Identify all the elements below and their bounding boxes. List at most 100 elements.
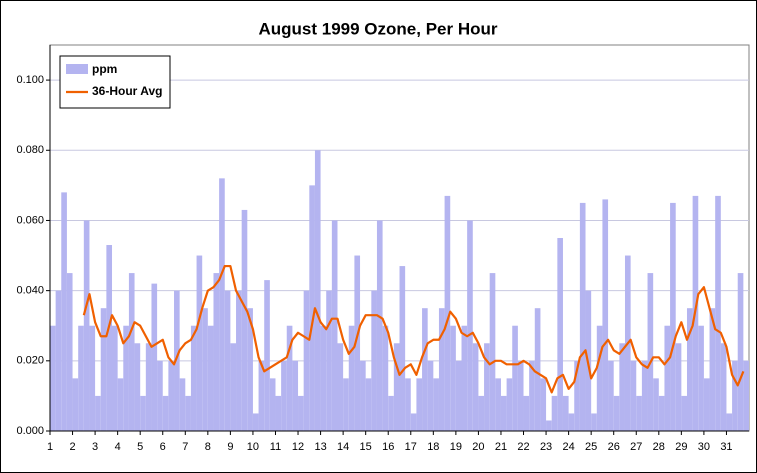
bar [286,325,293,431]
bar [298,395,304,431]
bar [591,413,597,431]
bar [224,290,231,431]
bar [151,283,158,431]
bar [275,395,282,431]
bar [89,325,96,431]
x-tick-label: 20 [472,441,484,453]
x-tick-label: 26 [608,441,620,453]
x-tick-label: 10 [247,441,259,453]
bar [410,413,417,431]
bar [433,378,439,431]
bar [399,266,406,431]
bar [343,378,349,431]
bar [331,220,338,431]
x-tick-label: 3 [92,441,98,453]
bar [630,360,637,431]
bar [292,360,299,431]
x-tick-label: 27 [630,441,642,453]
bar [534,308,541,431]
bar [241,209,248,431]
bar [202,308,208,431]
x-tick-label: 30 [698,441,710,453]
bar [123,325,129,431]
bar [360,360,366,431]
bar [686,308,693,431]
bar [715,195,721,431]
y-tick-label: 0.060 [16,214,44,226]
bar [574,360,580,431]
x-tick-label: 15 [360,441,372,453]
bar [709,308,716,431]
bar [557,238,563,431]
bar [258,360,265,431]
bar [551,395,558,431]
bar [438,308,445,431]
x-tick-label: 7 [182,441,188,453]
bar [540,378,547,431]
bar [596,325,603,431]
x-tick-label: 14 [337,441,349,453]
x-tick-label: 6 [160,441,166,453]
bar [658,395,665,431]
bar [495,378,501,431]
bar [365,378,372,431]
bar [670,202,676,431]
bar [140,395,146,431]
bar [230,343,237,431]
x-tick-label: 29 [675,441,687,453]
bar [219,178,225,431]
bar [562,395,569,431]
bar [647,273,654,431]
bar [489,273,496,431]
bar [61,192,67,431]
bar [50,325,56,431]
x-tick-label: 2 [69,441,75,453]
bar [461,325,468,431]
bar [720,343,727,431]
legend-label: ppm [92,62,117,76]
x-tick-label: 22 [517,441,529,453]
bar [382,325,389,431]
bar [602,199,609,431]
bar [371,290,377,431]
bar [703,378,710,431]
bar [737,273,744,431]
bar [579,202,586,431]
bar [675,343,682,431]
bar [72,378,79,431]
bar [472,343,479,431]
bar [484,343,490,431]
bar [641,360,648,431]
x-tick-label: 19 [450,441,462,453]
bar [314,150,321,432]
bar [416,378,423,431]
bar [145,343,152,431]
bar [444,195,451,431]
bar [207,325,214,431]
bar [664,325,671,431]
bar [393,343,400,431]
y-tick-label: 0.100 [16,74,44,86]
bar [252,413,259,431]
bar [517,360,524,431]
y-tick-label: 0.000 [16,425,44,437]
bar [500,395,507,431]
bar [196,255,203,431]
bar [269,378,276,431]
bar [190,325,197,431]
x-tick-label: 5 [137,441,143,453]
bar [112,325,118,431]
x-tick-label: 28 [653,441,665,453]
bar [455,360,462,431]
bar [106,245,113,431]
bar [478,395,485,431]
bar [337,343,344,431]
x-tick-label: 12 [292,441,304,453]
bar [726,413,733,431]
avg-line [82,264,745,394]
x-tick-label: 21 [495,441,507,453]
bar [117,378,124,431]
bar [128,273,135,431]
legend-label: 36-Hour Avg [92,84,162,98]
